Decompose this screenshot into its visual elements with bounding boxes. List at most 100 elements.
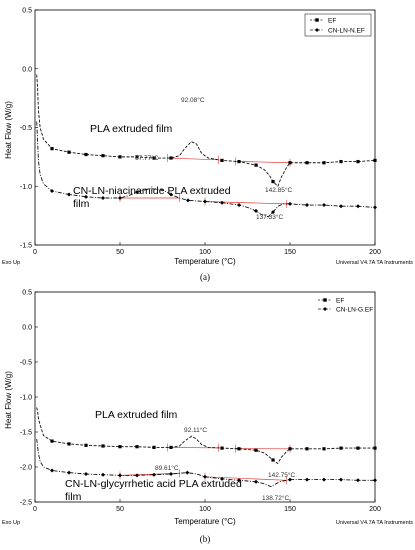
legend-a: EF CN-LN-N.EF bbox=[304, 13, 372, 37]
legend-label-ef-b: EF bbox=[336, 298, 344, 305]
series-line-a-0 bbox=[36, 74, 376, 188]
legend-marker-cn-b bbox=[323, 307, 327, 311]
point-b-1-17 bbox=[237, 478, 241, 483]
curve-label-cn-b-line1: CN-LN-glycyrrhetic acid PLA extruded bbox=[65, 478, 242, 490]
baseline-ef-melt-a bbox=[235, 160, 291, 164]
point-b-1-30 bbox=[373, 478, 377, 483]
x-tick-label-a-0: 0 bbox=[33, 249, 37, 256]
x-tick-label-a-1: 50 bbox=[116, 249, 124, 256]
point-a-0-6 bbox=[67, 150, 71, 154]
panel-label-a: (a) bbox=[200, 272, 210, 282]
point-b-1-9 bbox=[118, 473, 122, 478]
point-b-0-20 bbox=[237, 447, 241, 451]
point-b-0-28 bbox=[288, 447, 292, 451]
point-b-0-32 bbox=[356, 446, 360, 450]
point-a-1-17 bbox=[203, 199, 207, 204]
curve-label-cn-b-line2: film bbox=[65, 491, 82, 503]
point-b-0-19 bbox=[220, 446, 224, 450]
legend-box-a bbox=[304, 13, 372, 37]
panel-a: 0 50 100 150 200 0.5 0.0 -0.5 -1.0 -1.5 EF CN-LN-… bbox=[2, 8, 413, 283]
point-a-0-8 bbox=[101, 154, 105, 158]
baseline-cn-melt-a bbox=[204, 201, 287, 205]
legend-marker-cn-a bbox=[315, 28, 319, 32]
y-tick-label-b-4: -1.5 bbox=[20, 430, 32, 437]
point-a-0-24 bbox=[271, 179, 275, 184]
point-b-1-12 bbox=[169, 472, 173, 476]
point-a-0-10 bbox=[135, 155, 139, 159]
annotation-b-0: 92.11°C bbox=[184, 426, 207, 434]
point-a-0-11 bbox=[152, 156, 156, 160]
y-tick-label-b-5: -2.0 bbox=[20, 465, 32, 472]
point-b-0-24 bbox=[271, 458, 275, 462]
x-tick-label-b-3: 150 bbox=[284, 506, 296, 513]
point-b-1-8 bbox=[101, 472, 105, 477]
point-b-0-33 bbox=[373, 446, 377, 450]
y-tick-label-a-2: -0.5 bbox=[20, 125, 32, 132]
series-group-a bbox=[36, 74, 377, 218]
y-tick-label-b-3: -1.0 bbox=[20, 395, 32, 402]
point-b-1-13 bbox=[185, 470, 190, 475]
point-a-0-12 bbox=[169, 156, 173, 160]
point-b-0-29 bbox=[305, 447, 309, 451]
legend-label-ef-a: EF bbox=[328, 18, 336, 25]
point-a-0-5 bbox=[50, 147, 54, 151]
legend-label-cn-a: CN-LN-N.EF bbox=[328, 28, 365, 35]
point-a-1-11 bbox=[135, 190, 139, 195]
point-a-0-20 bbox=[237, 159, 241, 164]
x-tick-label-a-3: 150 bbox=[284, 249, 296, 256]
annotation-b-3: 138.72°C bbox=[262, 494, 289, 502]
point-b-1-29 bbox=[356, 478, 360, 483]
x-axis-label-a: Temperature (°C) bbox=[174, 257, 236, 266]
y-axis-label-b: Heat Flow (W/g) bbox=[4, 371, 13, 429]
point-b-0-8 bbox=[101, 444, 105, 448]
series-group-b bbox=[36, 407, 377, 488]
point-b-0-12 bbox=[169, 445, 173, 449]
point-a-0-32 bbox=[356, 159, 360, 164]
point-a-1-31 bbox=[356, 204, 360, 209]
point-a-1-8 bbox=[101, 196, 105, 200]
point-b-0-9 bbox=[118, 445, 122, 449]
annotation-a-3: 137.33°C bbox=[256, 213, 283, 221]
point-a-1-16 bbox=[186, 198, 190, 203]
curve-label-ef-b: PLA extruded film bbox=[95, 409, 178, 421]
point-a-1-5 bbox=[50, 188, 54, 193]
point-a-1-24 bbox=[271, 210, 275, 215]
x-tick-label-a-2: 100 bbox=[199, 249, 211, 256]
x-tick-label-b-4: 200 bbox=[369, 506, 381, 513]
y-tick-label-b-2: -0.5 bbox=[20, 360, 32, 367]
baseline-ef-cold-b bbox=[167, 447, 219, 449]
point-a-1-7 bbox=[84, 194, 88, 199]
point-b-1-11 bbox=[152, 472, 156, 477]
point-b-1-5 bbox=[50, 468, 54, 473]
curve-label-cn-a-line1: CN-LN-niacinamide PLA extruded bbox=[73, 185, 231, 197]
point-a-1-18 bbox=[220, 200, 224, 205]
point-a-0-7 bbox=[84, 152, 88, 157]
point-a-1-30 bbox=[339, 204, 343, 209]
curve-label-ef-a: PLA extruded film bbox=[90, 123, 173, 135]
point-b-1-16 bbox=[220, 476, 224, 481]
curve-label-cn-a-line2: film bbox=[73, 198, 90, 210]
point-b-0-10 bbox=[135, 445, 139, 449]
point-b-0-30 bbox=[322, 447, 326, 451]
point-a-0-29 bbox=[305, 161, 309, 165]
point-b-0-7 bbox=[84, 443, 88, 447]
point-b-1-6 bbox=[67, 470, 71, 475]
point-a-1-9 bbox=[118, 196, 122, 200]
point-b-0-6 bbox=[67, 442, 71, 446]
annotation-a-1: 142.85°C bbox=[265, 186, 292, 194]
point-b-1-19 bbox=[254, 479, 258, 484]
legend-marker-ef-a bbox=[315, 18, 319, 22]
annotation-a-2: 67.77°C bbox=[135, 154, 159, 162]
point-a-0-21 bbox=[254, 163, 258, 167]
legend-marker-ef-b bbox=[323, 298, 327, 302]
axis-ticks-a: 0 50 100 150 200 0.5 0.0 -0.5 -1.0 -1.5 bbox=[20, 8, 381, 257]
point-b-1-27 bbox=[322, 477, 326, 482]
point-a-0-19 bbox=[220, 158, 224, 162]
point-b-1-25 bbox=[288, 477, 292, 482]
annotation-a-0: 92.08°C bbox=[181, 96, 205, 104]
y-tick-label-b-6: -2.5 bbox=[20, 500, 32, 507]
point-a-1-6 bbox=[67, 192, 71, 197]
point-a-0-31 bbox=[339, 159, 343, 164]
footer-right-a: Universal V4.7A TA Instruments bbox=[336, 260, 413, 266]
point-b-1-26 bbox=[305, 477, 309, 482]
